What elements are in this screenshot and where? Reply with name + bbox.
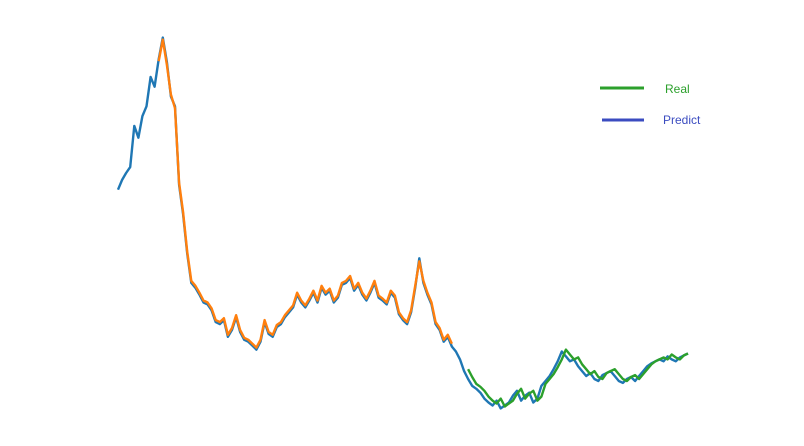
- legend-label-predict: Predict: [663, 113, 701, 127]
- legend: Real Predict: [600, 82, 701, 127]
- series-line-train-prediction: [157, 38, 453, 349]
- series-layer: [116, 36, 689, 410]
- series-line-full-history: [116, 36, 689, 410]
- legend-label-real: Real: [665, 82, 690, 96]
- series-line-test-prediction: [467, 348, 689, 408]
